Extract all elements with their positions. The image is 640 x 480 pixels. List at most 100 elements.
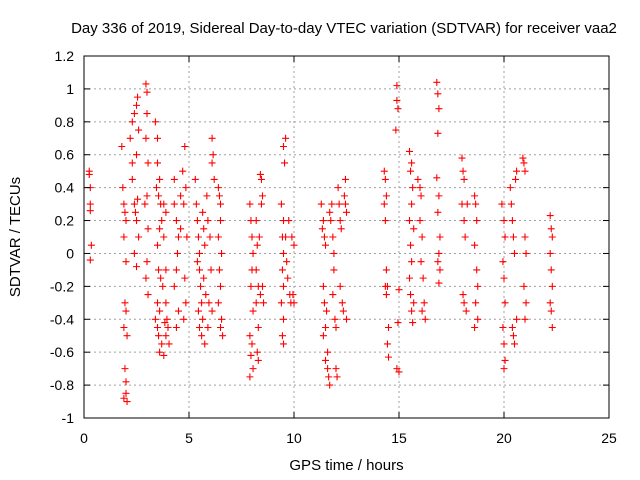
data-point xyxy=(144,291,152,299)
data-point xyxy=(332,365,340,373)
data-point xyxy=(335,200,343,208)
data-point xyxy=(86,207,94,215)
data-point xyxy=(162,266,170,274)
axis-ticks: -1 -0.8 -0.6 -0.4 -0.2 0 0.2 0.4 0.6 0.8 1 1.2 0 5 10 1… xyxy=(50,48,617,446)
x-tick-label: 5 xyxy=(185,430,193,446)
data-point xyxy=(522,299,530,307)
data-point xyxy=(463,200,471,208)
data-point xyxy=(159,282,167,290)
data-point xyxy=(122,389,130,397)
data-point xyxy=(121,365,129,373)
data-point xyxy=(418,233,426,241)
data-point xyxy=(332,324,340,331)
data-point xyxy=(133,263,140,271)
data-point xyxy=(202,291,210,299)
data-point xyxy=(259,192,266,200)
data-point xyxy=(318,225,326,233)
data-point xyxy=(180,315,188,323)
x-tick-label: 15 xyxy=(391,430,407,446)
data-point xyxy=(177,192,185,200)
data-point xyxy=(546,299,554,307)
data-point xyxy=(322,241,329,249)
data-point xyxy=(253,241,261,249)
data-point xyxy=(199,208,207,216)
data-point xyxy=(511,249,518,257)
data-point xyxy=(281,159,289,167)
data-point xyxy=(87,241,95,249)
data-point xyxy=(436,266,444,274)
data-point xyxy=(407,167,415,175)
data-point xyxy=(500,217,508,225)
data-point xyxy=(419,274,427,282)
data-point xyxy=(85,170,93,178)
data-point xyxy=(249,307,257,315)
data-point xyxy=(414,175,422,183)
data-point xyxy=(122,378,130,386)
data-point xyxy=(142,134,150,142)
y-tick-label: 1 xyxy=(66,81,74,97)
data-point xyxy=(280,315,287,323)
data-point xyxy=(319,217,327,225)
data-point xyxy=(513,167,521,175)
x-tick-label: 25 xyxy=(601,430,617,446)
data-point xyxy=(181,143,189,150)
data-point xyxy=(247,351,255,359)
data-point xyxy=(256,291,264,299)
data-point xyxy=(181,274,189,282)
data-point xyxy=(408,200,416,208)
data-point xyxy=(182,184,190,192)
data-point xyxy=(406,274,413,282)
data-point xyxy=(322,356,329,364)
data-point xyxy=(194,233,202,241)
data-point xyxy=(500,274,508,282)
data-point xyxy=(521,315,529,323)
data-point xyxy=(122,307,130,315)
data-point xyxy=(143,258,151,266)
data-point xyxy=(130,200,138,208)
data-point xyxy=(327,217,335,225)
data-point xyxy=(143,88,151,96)
y-tick-label: -1 xyxy=(62,410,75,426)
data-point xyxy=(521,167,529,175)
data-point xyxy=(436,233,444,241)
data-point xyxy=(86,256,94,264)
data-point xyxy=(197,282,205,290)
data-point xyxy=(409,319,417,327)
data-point xyxy=(173,249,181,257)
data-point xyxy=(249,249,257,257)
data-point xyxy=(324,365,332,373)
y-tick-label: -0.2 xyxy=(50,278,74,294)
data-point xyxy=(341,175,349,183)
data-point xyxy=(337,225,345,233)
data-point xyxy=(248,340,256,348)
data-point xyxy=(508,324,516,331)
data-point xyxy=(435,192,443,200)
data-point xyxy=(499,324,507,331)
data-point xyxy=(546,212,554,220)
data-point xyxy=(156,307,164,315)
data-point xyxy=(498,200,506,208)
x-tick-label: 20 xyxy=(496,430,512,446)
data-point xyxy=(277,200,285,208)
data-point xyxy=(259,282,266,290)
data-point xyxy=(172,217,180,225)
data-point xyxy=(435,249,443,257)
data-point xyxy=(193,217,201,225)
data-point xyxy=(165,340,173,348)
data-point xyxy=(158,217,166,225)
x-tick-label: 0 xyxy=(80,430,88,446)
data-point xyxy=(133,217,140,225)
data-point xyxy=(252,299,260,307)
data-point xyxy=(128,118,136,126)
data-point xyxy=(196,266,203,274)
data-point xyxy=(395,286,403,294)
data-point xyxy=(343,208,350,216)
data-point xyxy=(247,282,255,290)
data-point xyxy=(416,184,424,192)
data-point xyxy=(434,258,442,266)
data-point xyxy=(155,332,163,340)
data-point xyxy=(410,299,418,307)
data-point xyxy=(322,324,329,331)
data-point xyxy=(381,217,389,225)
data-point xyxy=(208,134,216,142)
